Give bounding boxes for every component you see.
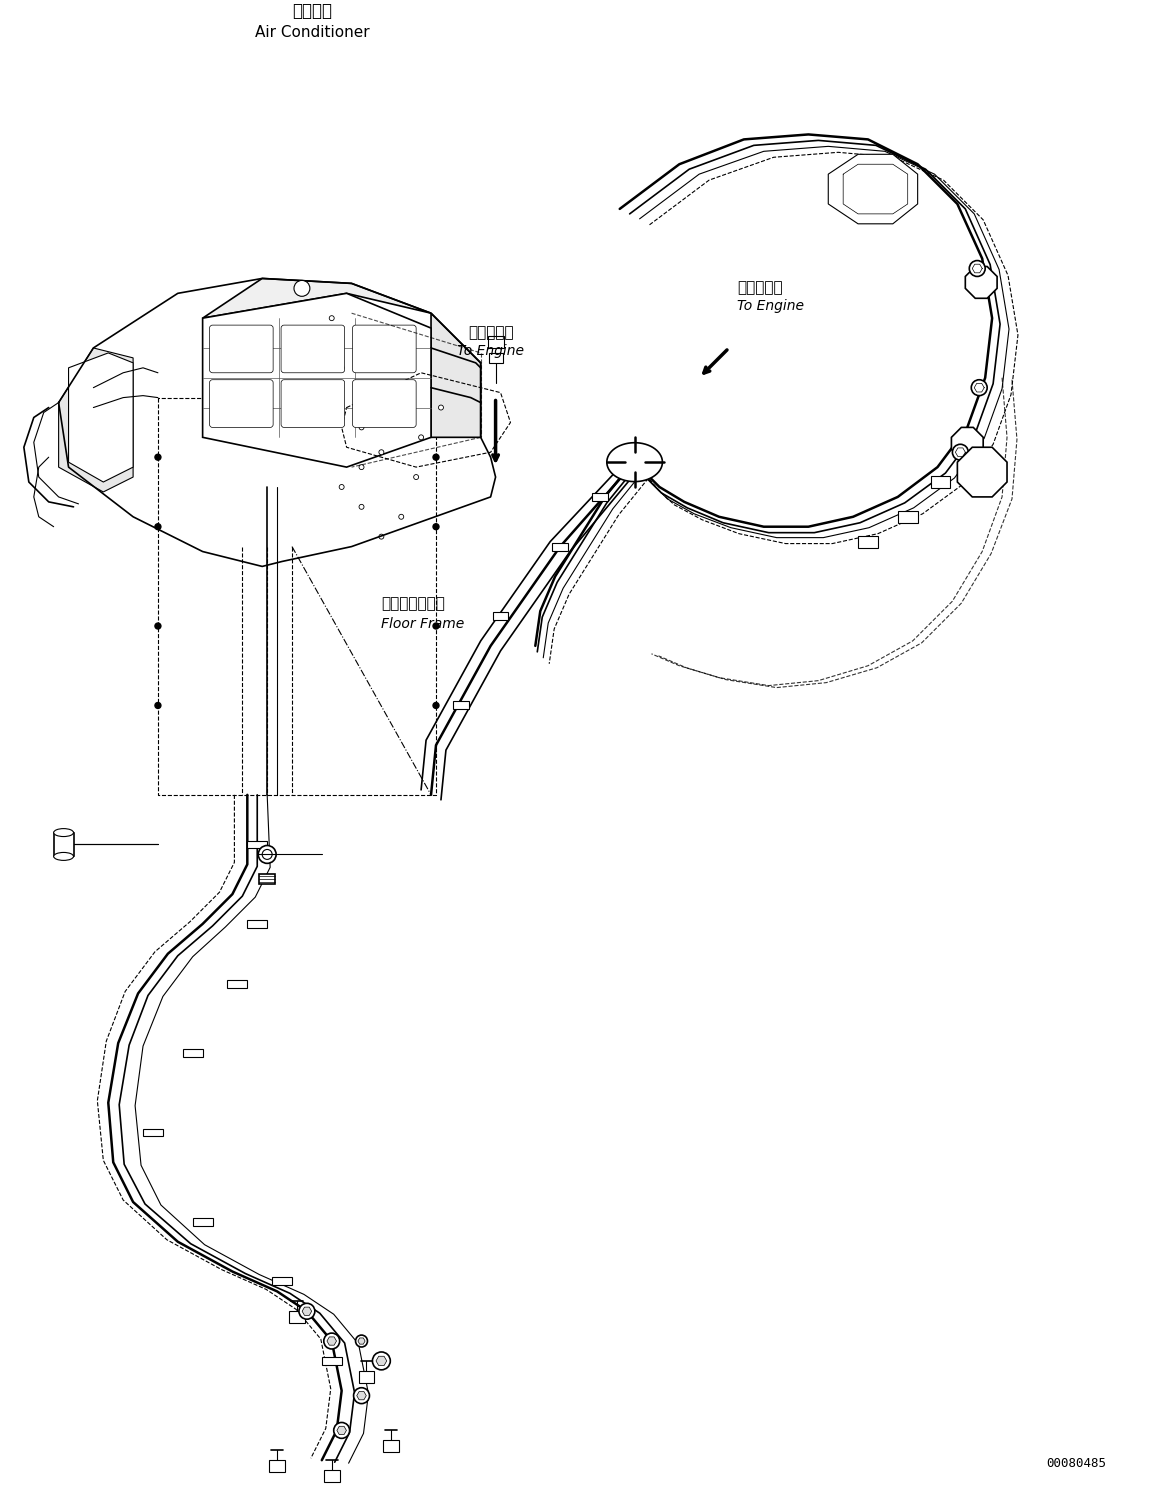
Circle shape: [418, 435, 423, 440]
Text: To Engine: To Engine: [457, 344, 524, 358]
Circle shape: [433, 455, 439, 461]
Polygon shape: [957, 447, 1007, 497]
Polygon shape: [203, 294, 431, 467]
Bar: [931, 476, 950, 488]
Polygon shape: [203, 279, 431, 318]
Polygon shape: [952, 428, 983, 459]
Bar: [247, 920, 268, 927]
Circle shape: [155, 523, 161, 529]
Circle shape: [399, 514, 403, 519]
Polygon shape: [829, 154, 918, 224]
Bar: [453, 701, 468, 710]
Bar: [384, 1440, 399, 1452]
Polygon shape: [358, 1337, 365, 1345]
Text: エアコン: エアコン: [292, 1, 331, 21]
Bar: [493, 613, 509, 620]
Circle shape: [323, 1333, 340, 1349]
Circle shape: [334, 1422, 350, 1439]
Bar: [192, 1218, 212, 1226]
FancyBboxPatch shape: [282, 325, 344, 373]
Polygon shape: [302, 1308, 312, 1315]
Ellipse shape: [53, 829, 73, 836]
Circle shape: [258, 845, 276, 863]
Bar: [322, 1357, 342, 1364]
Circle shape: [359, 335, 364, 340]
Circle shape: [394, 355, 399, 361]
Circle shape: [433, 523, 439, 529]
Circle shape: [433, 623, 439, 629]
Circle shape: [329, 316, 334, 321]
Polygon shape: [376, 1357, 387, 1366]
Circle shape: [155, 702, 161, 708]
Bar: [289, 1311, 305, 1323]
Bar: [183, 1050, 203, 1057]
Text: Floor Frame: Floor Frame: [381, 617, 465, 631]
Circle shape: [414, 474, 418, 480]
Bar: [488, 335, 503, 347]
Bar: [858, 535, 877, 547]
Bar: [269, 1460, 285, 1472]
Circle shape: [379, 450, 384, 455]
Circle shape: [294, 280, 309, 297]
Circle shape: [372, 1352, 391, 1370]
Circle shape: [309, 395, 314, 400]
Polygon shape: [607, 443, 663, 482]
Polygon shape: [59, 347, 133, 492]
Ellipse shape: [53, 853, 73, 860]
Circle shape: [359, 504, 364, 510]
FancyBboxPatch shape: [352, 325, 416, 373]
Circle shape: [953, 444, 968, 461]
Circle shape: [299, 1303, 315, 1320]
Circle shape: [356, 1334, 367, 1346]
Bar: [358, 1370, 374, 1382]
Circle shape: [359, 425, 364, 429]
Bar: [53, 832, 73, 856]
Circle shape: [353, 1388, 370, 1403]
Circle shape: [262, 850, 272, 859]
Circle shape: [379, 534, 384, 540]
Bar: [143, 1129, 163, 1136]
FancyBboxPatch shape: [352, 380, 416, 428]
Bar: [898, 511, 918, 523]
Circle shape: [155, 455, 161, 461]
Bar: [247, 841, 268, 848]
Bar: [260, 874, 275, 884]
Circle shape: [359, 465, 364, 470]
Circle shape: [340, 485, 344, 489]
Polygon shape: [337, 1427, 347, 1434]
Bar: [272, 1278, 292, 1285]
Circle shape: [155, 623, 161, 629]
Text: エンジンへ: エンジンへ: [468, 325, 513, 340]
Polygon shape: [68, 353, 133, 482]
Text: 00080485: 00080485: [1047, 1457, 1107, 1470]
Polygon shape: [431, 313, 481, 437]
Text: To Engine: To Engine: [737, 300, 804, 313]
Text: Air Conditioner: Air Conditioner: [255, 25, 370, 40]
Polygon shape: [327, 1337, 336, 1345]
Circle shape: [438, 406, 444, 410]
FancyBboxPatch shape: [282, 380, 344, 428]
Circle shape: [433, 702, 439, 708]
Polygon shape: [357, 1391, 366, 1400]
Circle shape: [409, 385, 414, 391]
Circle shape: [971, 380, 987, 395]
Bar: [552, 543, 568, 550]
Text: エンジンへ: エンジンへ: [737, 280, 782, 295]
Bar: [323, 1470, 340, 1482]
FancyBboxPatch shape: [210, 380, 274, 428]
Circle shape: [340, 365, 344, 370]
Circle shape: [388, 414, 394, 420]
Bar: [592, 494, 607, 501]
Text: フロアフレーム: フロアフレーム: [381, 596, 445, 611]
FancyBboxPatch shape: [210, 325, 274, 373]
Bar: [227, 980, 247, 987]
Circle shape: [969, 261, 985, 276]
Bar: [489, 353, 503, 362]
Polygon shape: [965, 267, 997, 298]
